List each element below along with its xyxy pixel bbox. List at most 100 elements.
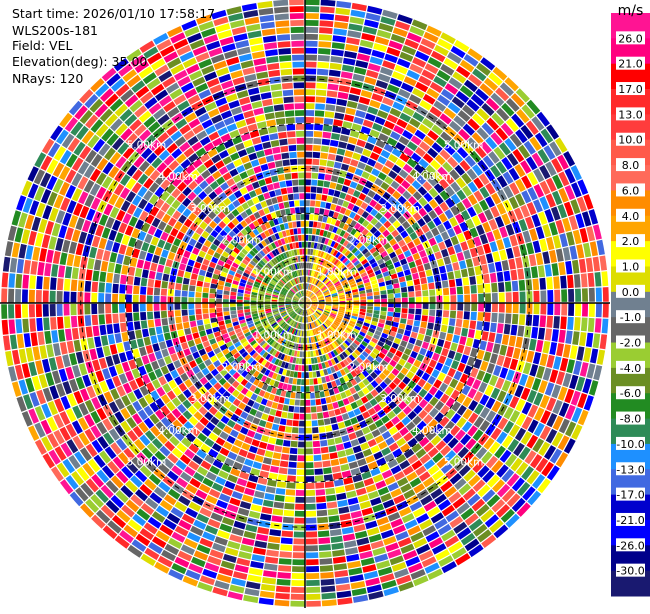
gate-cell — [315, 475, 324, 481]
gate-cell — [450, 254, 458, 263]
gate-cell — [317, 413, 323, 419]
gate-cell — [154, 311, 160, 319]
gate-cell — [338, 92, 349, 100]
gate-cell — [158, 358, 166, 367]
gate-cell — [284, 503, 294, 510]
gate-cell — [305, 20, 319, 26]
gate-cell — [307, 338, 309, 344]
gate-cell — [322, 593, 337, 600]
gate-cell — [67, 254, 75, 266]
gate-cell — [168, 252, 176, 260]
gate-cell — [230, 292, 236, 296]
gate-cell — [245, 524, 257, 532]
gate-cell — [99, 282, 106, 292]
gate-cell — [204, 319, 211, 325]
gate-cell — [306, 504, 316, 510]
gate-cell — [291, 587, 305, 593]
gate-cell — [401, 287, 407, 293]
gate-cell — [192, 267, 199, 274]
gate-cell — [264, 563, 278, 570]
gate-cell — [210, 318, 217, 323]
gate-cell — [106, 314, 113, 324]
gate-cell — [596, 288, 602, 302]
gate-cell — [325, 174, 332, 181]
gate-cell — [350, 574, 364, 582]
gate-cell — [295, 504, 305, 510]
gate-cell — [476, 246, 484, 256]
gate-cell — [288, 462, 296, 468]
gate-cell — [3, 257, 10, 272]
gate-cell — [533, 291, 539, 302]
gate-cell — [456, 319, 463, 327]
gate-cell — [297, 469, 305, 475]
gate-cell — [313, 145, 321, 151]
gate-cell — [517, 326, 524, 337]
gate-cell — [539, 278, 546, 290]
gate-cell — [305, 407, 310, 413]
gate-cell — [454, 352, 462, 361]
gate-cell — [272, 424, 279, 431]
gate-cell — [509, 235, 518, 247]
gate-cell — [275, 593, 290, 600]
gate-cell — [29, 275, 36, 289]
gate-cell — [64, 304, 70, 316]
gate-cell — [282, 531, 294, 538]
gate-cell — [58, 265, 65, 277]
gate-cell — [293, 552, 305, 558]
gate-cell — [319, 426, 326, 433]
gate-cell — [29, 290, 35, 303]
gate-cell — [317, 187, 323, 193]
gate-cell — [58, 329, 65, 341]
gate-cell — [285, 496, 295, 502]
gate-cell — [461, 328, 468, 337]
gate-cell — [92, 315, 99, 326]
gate-cell — [190, 279, 197, 285]
gate-cell — [560, 276, 567, 289]
gate-cell — [319, 208, 324, 215]
gate-cell — [468, 267, 475, 276]
gate-cell — [261, 584, 276, 591]
gate-cell — [325, 425, 332, 432]
gate-cell — [310, 200, 315, 206]
gate-cell — [216, 294, 222, 299]
gate-cell — [454, 327, 461, 335]
gate-cell — [360, 155, 369, 163]
gate-cell — [99, 238, 107, 249]
gate-cell — [252, 497, 263, 505]
gate-cell — [265, 422, 273, 429]
gate-cell — [426, 269, 433, 276]
gate-cell — [344, 420, 352, 427]
gate-cell — [526, 351, 534, 363]
gate-cell — [334, 409, 341, 416]
gate-cell — [140, 295, 146, 303]
gate-cell — [155, 319, 162, 327]
gate-cell — [280, 418, 287, 425]
gate-cell — [202, 293, 208, 298]
gate-cell — [464, 311, 470, 319]
gate-cell — [426, 350, 434, 358]
gate-cell — [311, 242, 315, 248]
gate-cell — [205, 324, 212, 330]
gate-cell — [123, 256, 131, 266]
gate-cell — [353, 117, 363, 125]
gate-cell — [485, 293, 491, 302]
gate-cell — [15, 304, 21, 318]
gate-cell — [450, 343, 458, 352]
gate-cell — [85, 315, 92, 326]
gate-cell — [147, 287, 153, 295]
gate-cell — [186, 265, 193, 272]
gate-cell — [429, 238, 437, 247]
gate-cell — [421, 284, 427, 291]
gate-cell — [283, 405, 289, 412]
gate-cell — [216, 303, 222, 307]
gate-cell — [496, 239, 504, 250]
gate-cell — [545, 264, 552, 276]
gate-cell — [399, 323, 406, 329]
gate-cell — [354, 146, 363, 154]
gate-cell — [193, 332, 200, 339]
gate-cell — [240, 544, 253, 552]
gate-cell — [17, 259, 24, 274]
gate-cell — [352, 153, 361, 161]
gate-cell — [267, 444, 275, 451]
gate-cell — [240, 501, 251, 509]
